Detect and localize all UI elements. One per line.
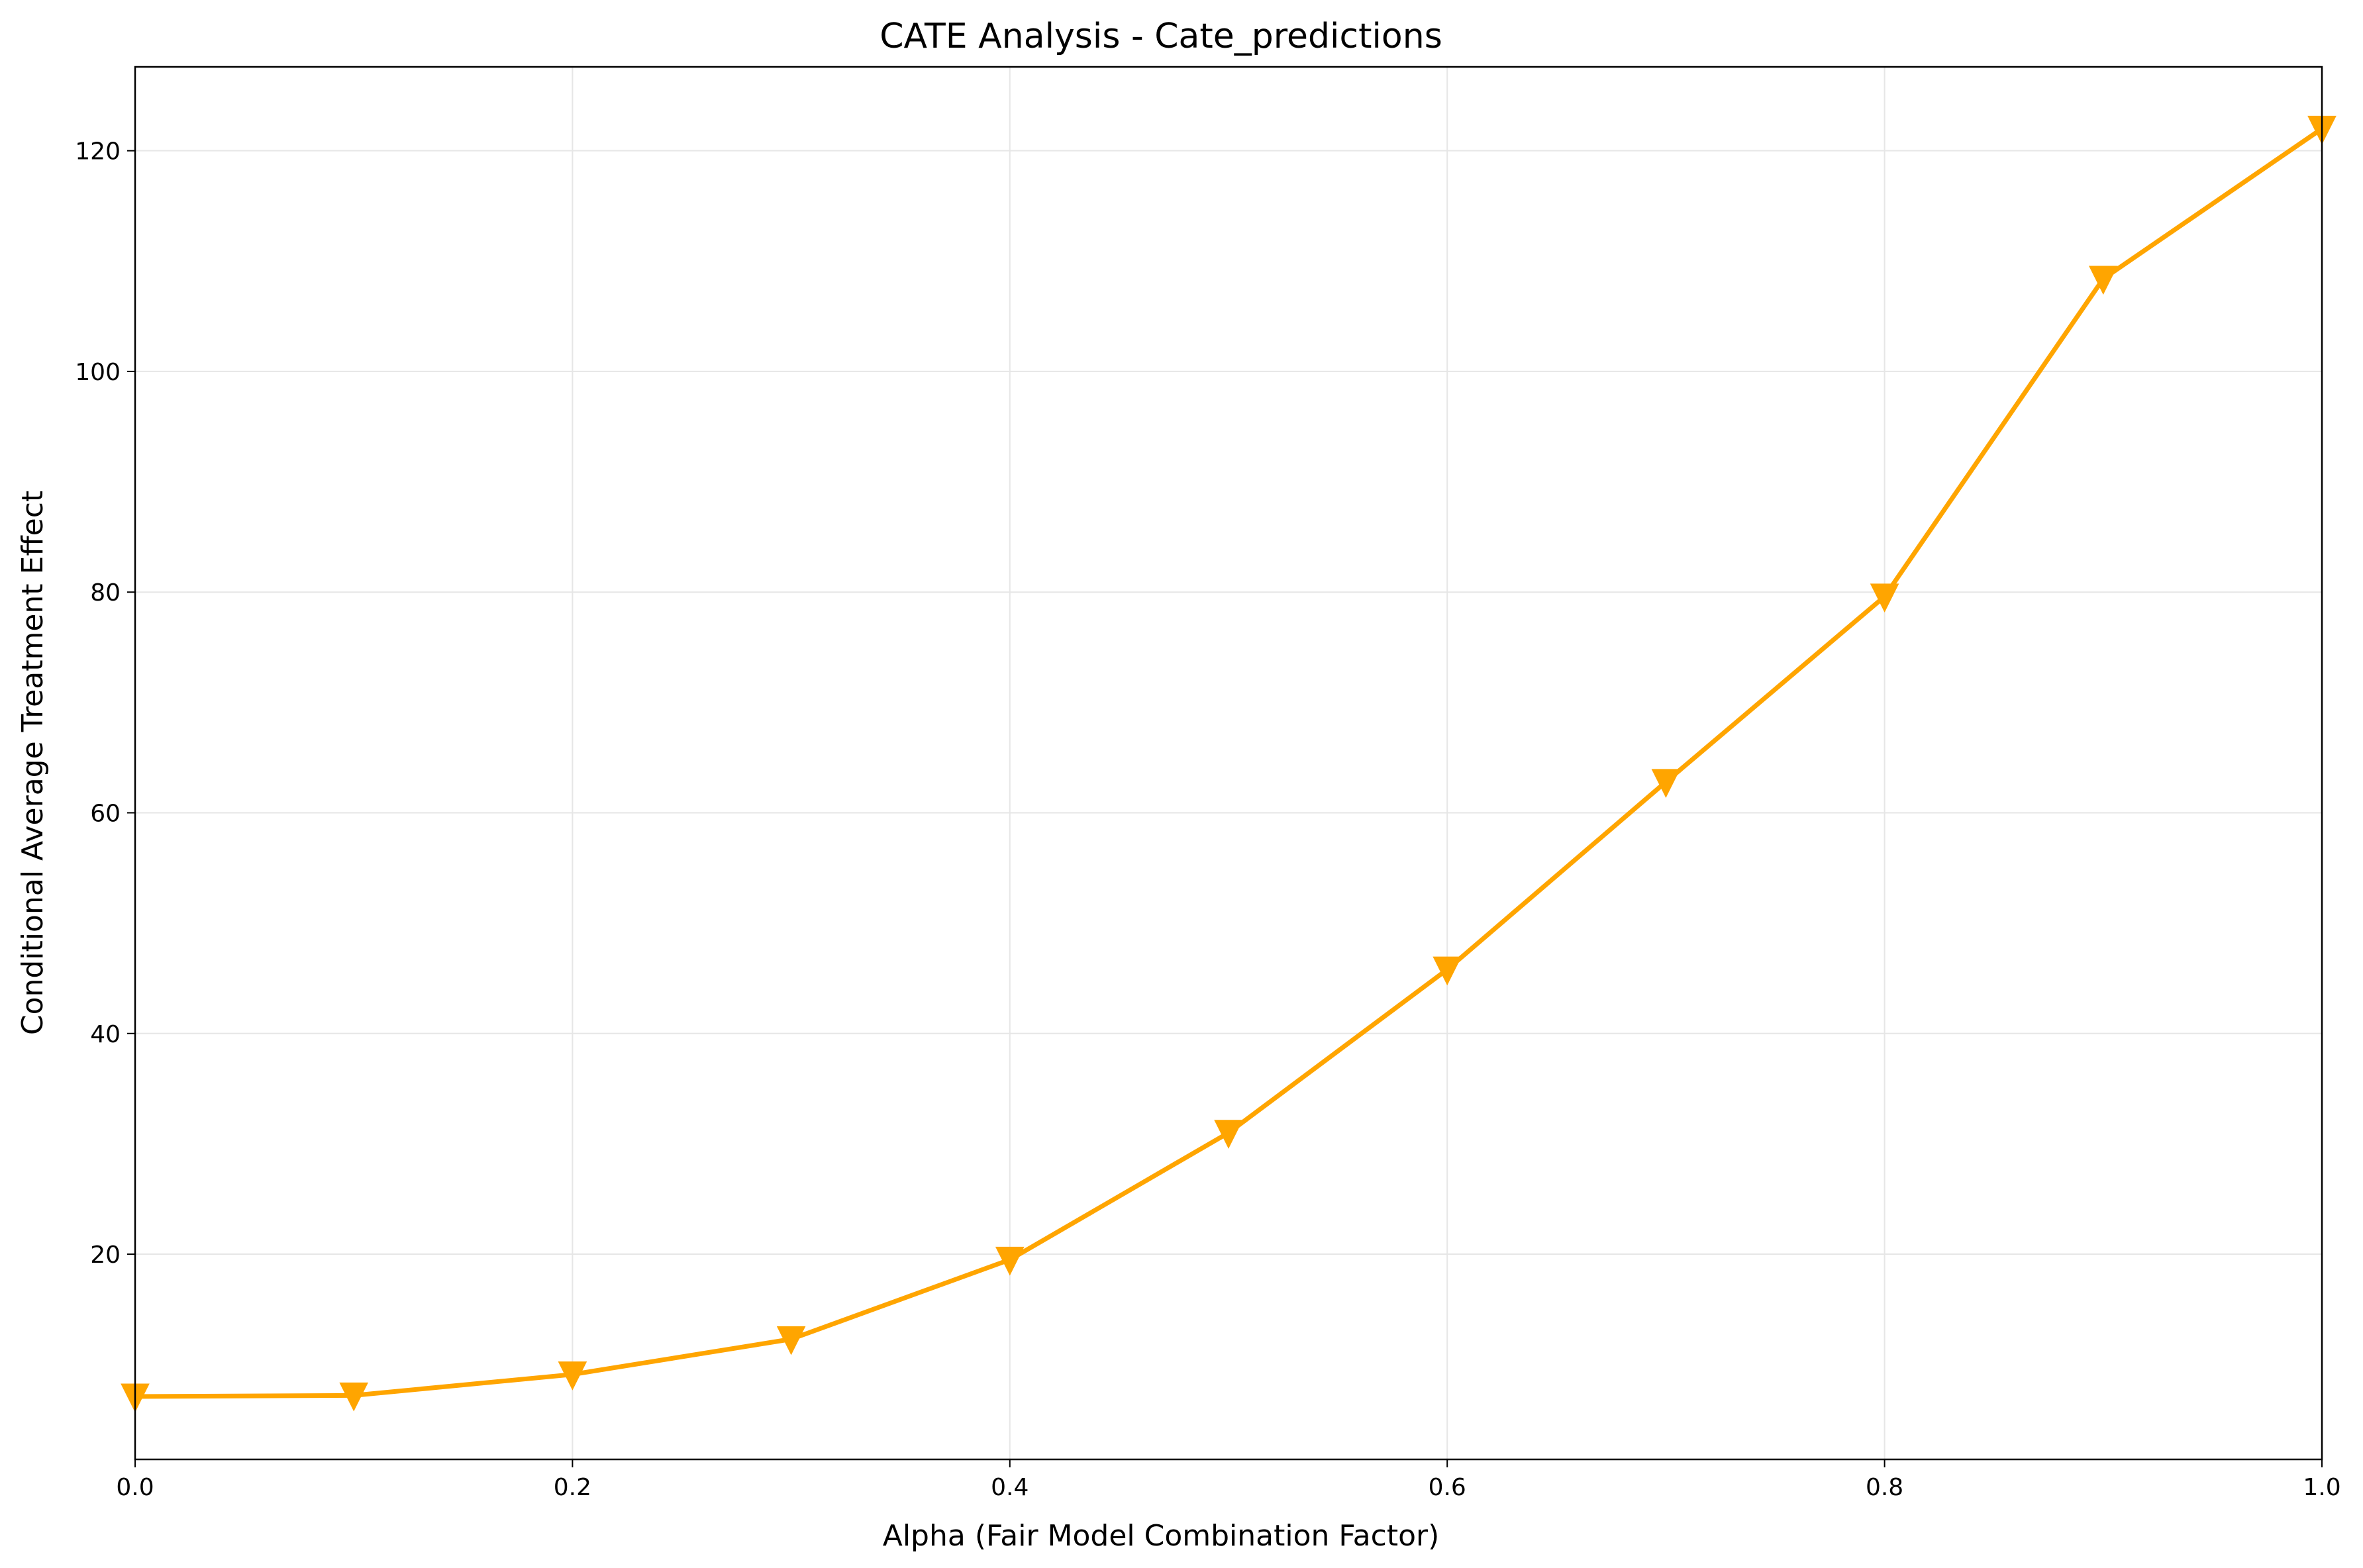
data-point-marker — [995, 1246, 1025, 1276]
data-point-marker — [1433, 956, 1462, 986]
series-layer — [121, 115, 2337, 1413]
x-tick-label: 0.6 — [1429, 1474, 1466, 1501]
data-point-marker — [1214, 1120, 1243, 1149]
x-axis-ticks: 0.0 0.2 0.4 0.6 0.8 1.0 — [116, 1459, 2341, 1501]
x-tick-label: 0.4 — [991, 1474, 1029, 1501]
y-tick-label: 40 — [90, 1021, 121, 1048]
y-tick-label: 60 — [90, 800, 121, 827]
data-point-marker — [2088, 266, 2118, 295]
y-axis-label: Conditional Average Treatment Effect — [16, 491, 50, 1035]
data-point-marker — [558, 1361, 587, 1391]
y-tick-label: 80 — [90, 579, 121, 607]
x-axis-label: Alpha (Fair Model Combination Factor) — [883, 1519, 1440, 1553]
plot-frame — [134, 66, 2323, 1461]
y-tick-label: 120 — [75, 138, 121, 166]
x-tick-label: 1.0 — [2303, 1474, 2340, 1501]
x-tick-label: 0.0 — [116, 1474, 154, 1501]
y-axis-ticks: 20 40 60 80 100 120 — [75, 138, 135, 1269]
data-point-marker — [1870, 583, 1899, 612]
x-tick-label: 0.8 — [1866, 1474, 1903, 1501]
x-tick-label: 0.2 — [554, 1474, 591, 1501]
data-point-marker — [339, 1382, 369, 1412]
data-point-marker — [1651, 769, 1681, 798]
y-tick-label: 100 — [75, 359, 121, 386]
y-tick-label: 20 — [90, 1242, 121, 1269]
chart-title: CATE Analysis - Cate_predictions — [880, 17, 1442, 56]
data-point-marker — [776, 1326, 806, 1355]
